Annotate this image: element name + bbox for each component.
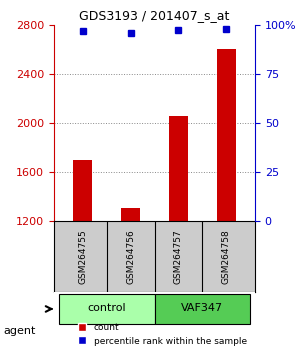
Bar xyxy=(121,208,140,222)
Bar xyxy=(217,49,236,222)
Bar xyxy=(73,160,92,222)
Text: GSM264756: GSM264756 xyxy=(126,229,135,284)
Text: GSM264755: GSM264755 xyxy=(78,229,87,284)
Text: agent: agent xyxy=(3,326,35,336)
Text: GSM264758: GSM264758 xyxy=(222,229,231,284)
Text: GSM264757: GSM264757 xyxy=(174,229,183,284)
Title: GDS3193 / 201407_s_at: GDS3193 / 201407_s_at xyxy=(79,9,230,22)
FancyBboxPatch shape xyxy=(59,294,154,324)
Legend: count, percentile rank within the sample: count, percentile rank within the sample xyxy=(74,320,250,349)
Bar xyxy=(169,116,188,222)
Text: control: control xyxy=(87,303,126,313)
Text: VAF347: VAF347 xyxy=(181,303,224,313)
FancyBboxPatch shape xyxy=(154,294,250,324)
